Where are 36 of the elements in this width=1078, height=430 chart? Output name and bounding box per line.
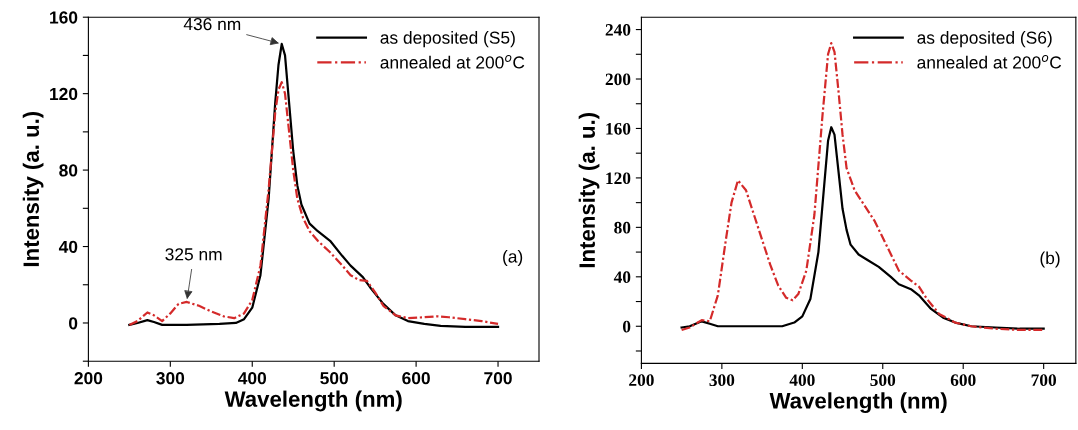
y-tick-label: 200 [605, 73, 631, 86]
y-tick-label: 240 [605, 24, 631, 36]
annotation: (a) [503, 249, 523, 267]
legend-label: annealed at 200$^{o}$C [380, 54, 525, 69]
x-tick-label: 200 [629, 374, 654, 386]
x-tick-label: 300 [156, 372, 185, 385]
x-axis-title: Wavelength (nm) [769, 392, 947, 414]
y-tick-label: 80 [614, 221, 631, 234]
y-tick-label: 160 [50, 11, 78, 24]
y-tick-label: 0 [69, 317, 78, 330]
annotation: 436 nm [183, 17, 241, 31]
y-tick-label: 160 [606, 122, 631, 135]
x-tick-label: 700 [484, 372, 512, 385]
x-tick-label: 600 [950, 374, 976, 386]
x-tick-label: 300 [709, 374, 735, 386]
y-tick-label: 0 [622, 320, 631, 333]
annotation: 325 nm [165, 248, 222, 261]
x-tick-label: 600 [402, 372, 430, 385]
x-tick-label: 500 [320, 372, 348, 385]
x-tick-label: 500 [870, 374, 896, 386]
legend-label: as deposited (S5) [380, 31, 515, 48]
legend-label: as deposited (S6) [917, 31, 1052, 48]
y-tick-label: 120 [606, 172, 631, 185]
y-axis-title: Intensity (a. u.) [578, 112, 600, 268]
y-tick-label: 40 [613, 271, 631, 284]
y-axis-title: Intensity (a. u.) [22, 111, 44, 267]
x-tick-label: 700 [1031, 374, 1057, 386]
legend-label: annealed at 200$^{o}$C [917, 54, 1062, 69]
x-tick-label: 400 [789, 374, 815, 386]
y-tick-label: 120 [50, 87, 78, 101]
y-tick-label: 80 [59, 164, 78, 177]
y-tick-label: 40 [58, 240, 78, 253]
x-tick-label: 200 [74, 372, 103, 385]
x-tick-label: 400 [238, 372, 267, 385]
annotation: (b) [1040, 251, 1060, 268]
x-axis-title: Wavelength (nm) [224, 390, 402, 412]
